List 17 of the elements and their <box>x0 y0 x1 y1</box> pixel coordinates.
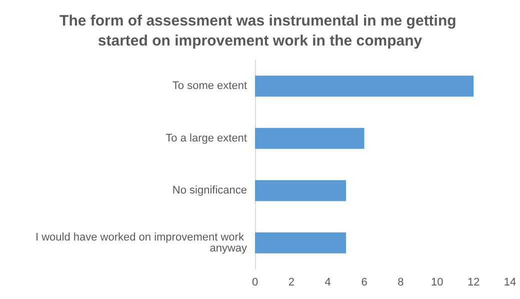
y-tick-label: I would have worked on improvement work anyway <box>35 231 248 254</box>
y-tick-label: To some extent <box>172 80 247 92</box>
x-tick-label: 4 <box>324 276 331 288</box>
x-tick-label: 6 <box>361 276 368 288</box>
x-tick-label: 12 <box>467 276 480 288</box>
y-tick-label: To a large extent <box>166 132 247 144</box>
x-tick-label: 2 <box>288 276 294 288</box>
x-tick-label: 10 <box>431 276 444 288</box>
bar <box>255 180 346 202</box>
y-tick-label: No significance <box>172 184 247 197</box>
x-tick-label: 0 <box>252 276 258 288</box>
bar <box>255 232 346 254</box>
chart-title: The form of assessment was instrumental in me getting started on improvement work in the company <box>60 12 460 50</box>
bar <box>255 128 364 149</box>
x-tick-label: 14 <box>504 276 516 288</box>
bar <box>255 76 474 97</box>
x-tick-label: 8 <box>398 276 404 288</box>
